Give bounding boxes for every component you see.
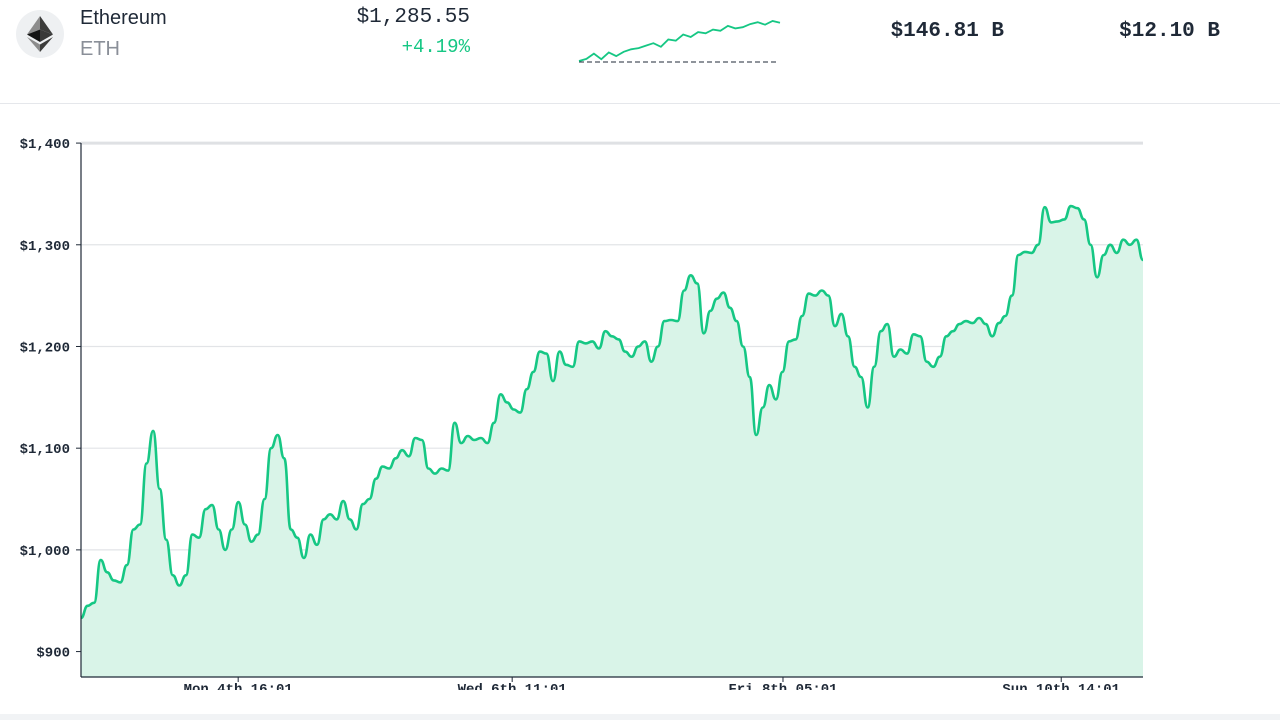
price-line (80, 204, 1145, 620)
y-tick-label: $1,300 (20, 239, 70, 255)
x-tick-label: Fri 8th 05:01 (728, 682, 837, 690)
y-tick-label: $1,400 (20, 137, 70, 153)
coin-row[interactable]: Ethereum ETH $1,285.55 +4.19% $146.81 B … (0, 0, 1280, 104)
sparkline-line (578, 20, 781, 62)
price-area (81, 206, 1143, 677)
market-cap: $146.81 B (890, 20, 1004, 43)
y-tick-label: $1,100 (20, 442, 70, 458)
scroll-track (0, 714, 1280, 720)
y-tick-label: $900 (36, 646, 70, 662)
sparkline-chart (578, 20, 781, 63)
coin-price: $1,285.55 (356, 6, 470, 29)
y-tick-label: $1,000 (20, 544, 70, 560)
ethereum-icon (16, 10, 64, 58)
x-tick-label: Mon 4th 16:01 (184, 682, 293, 690)
coin-name: Ethereum (80, 7, 167, 29)
volume: $12.10 B (1119, 20, 1220, 43)
x-tick-label: Sun 10th 14:01 (1002, 682, 1120, 690)
x-tick-label: Wed 6th 11:01 (458, 682, 567, 690)
y-axis-ticks: $900 $1,000 $1,100 $1,200 $1,300 $1,400 (20, 137, 81, 662)
price-chart[interactable]: $900 $1,000 $1,100 $1,200 $1,300 $1,400 Mon 4… (0, 120, 1160, 690)
x-axis-ticks: Mon 4th 16:01 Wed 6th 11:01 Fri 8th 05:01 S… (184, 677, 1120, 690)
y-tick-label: $1,200 (20, 340, 70, 356)
price-change: +4.19% (401, 36, 470, 58)
chart-axes (80, 143, 1143, 678)
coin-symbol: ETH (80, 38, 120, 60)
